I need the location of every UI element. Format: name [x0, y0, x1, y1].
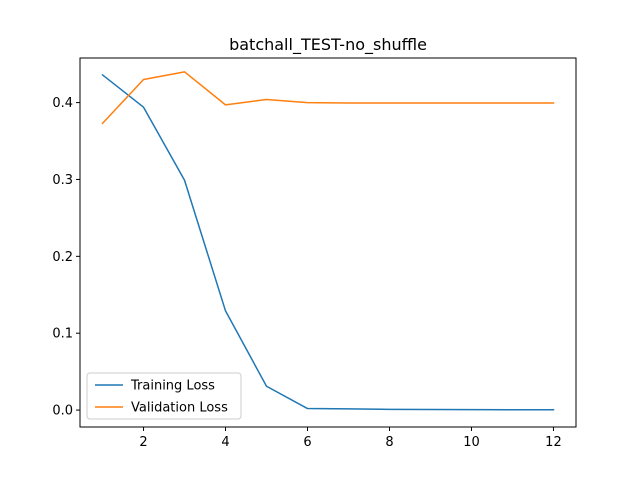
y-axis: 0.0 0.1 0.2 0.3 0.4	[52, 96, 80, 419]
series-line-training-loss	[101, 73, 555, 411]
y-tick-label: 0.4	[52, 96, 73, 111]
plot-area	[80, 58, 576, 427]
series-lines	[101, 71, 555, 411]
legend-box	[86, 372, 242, 420]
series-line-validation-loss	[101, 71, 555, 125]
x-tick-label: 6	[303, 435, 311, 450]
x-tick-label: 12	[545, 435, 562, 450]
y-tick-label: 0.3	[52, 173, 73, 188]
plot-frame	[79, 57, 577, 428]
y-tick-label: 0.1	[52, 327, 73, 342]
y-tick-label: 0.0	[52, 404, 73, 419]
x-axis: 2 4 6 8 10 12	[139, 427, 562, 450]
chart-title: batchall_TEST-no_shuffle	[229, 35, 427, 55]
x-tick-label: 8	[385, 435, 393, 450]
x-tick-label: 2	[139, 435, 147, 450]
legend: Training Loss Validation Loss	[86, 372, 242, 420]
x-tick-label: 4	[221, 435, 229, 450]
y-tick-label: 0.2	[52, 250, 73, 265]
legend-label: Validation Loss	[131, 401, 228, 416]
x-tick-label: 10	[463, 435, 480, 450]
legend-label: Training Loss	[130, 379, 215, 394]
